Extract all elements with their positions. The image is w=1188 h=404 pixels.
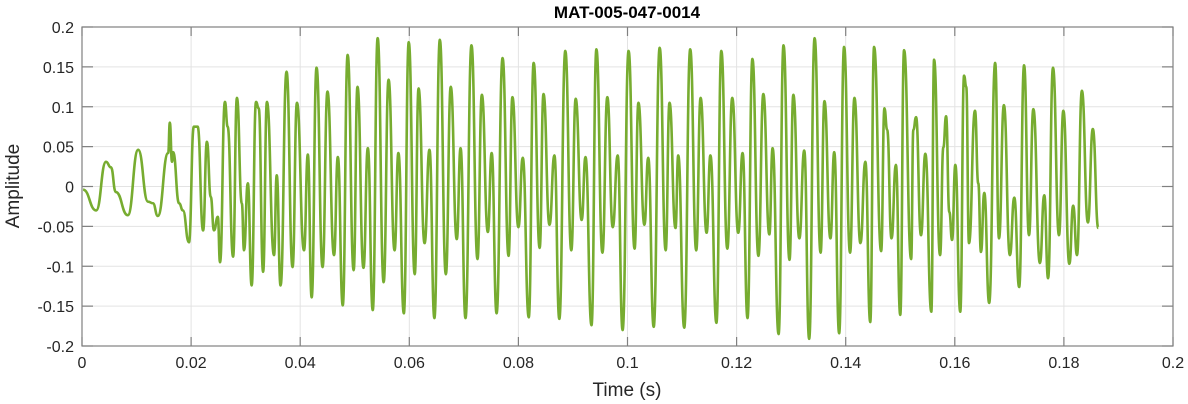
x-tick-label: 0.06: [394, 355, 425, 372]
ticks: 0 0.02 0.04 0.06 0.08 0.1 0.12 0.14 0.16 0.18 0.2 -…: [38, 20, 1185, 372]
y-tick-label: -0.05: [38, 219, 75, 236]
x-tick-label: 0.12: [721, 355, 752, 372]
waveform-line: [82, 36, 1100, 341]
chart-title: MAT-005-047-0014: [554, 3, 701, 22]
x-tick-label: 0.16: [939, 355, 970, 372]
x-axis-label: Time (s): [593, 380, 662, 401]
y-tick-label: 0.2: [52, 20, 74, 37]
x-tick-label: 0.08: [503, 355, 534, 372]
y-tick-label: -0.1: [46, 259, 74, 276]
x-tick-label: 0.1: [616, 355, 638, 372]
y-tick-label: 0.1: [52, 100, 74, 117]
y-tick-label: 0.05: [43, 140, 74, 157]
y-tick-label: -0.2: [46, 339, 74, 356]
x-tick-label: 0.14: [830, 355, 861, 372]
y-tick-label: 0.15: [43, 60, 74, 77]
x-tick-label: 0.02: [176, 355, 207, 372]
x-tick-label: 0.2: [1162, 355, 1184, 372]
x-tick-label: 0: [78, 355, 87, 372]
y-axis-label: Amplitude: [3, 144, 24, 229]
x-tick-label: 0.04: [285, 355, 316, 372]
y-tick-label: -0.15: [38, 299, 75, 316]
series-layer: [82, 36, 1100, 341]
x-tick-label: 0.18: [1048, 355, 1079, 372]
y-tick-label: 0: [65, 180, 74, 197]
